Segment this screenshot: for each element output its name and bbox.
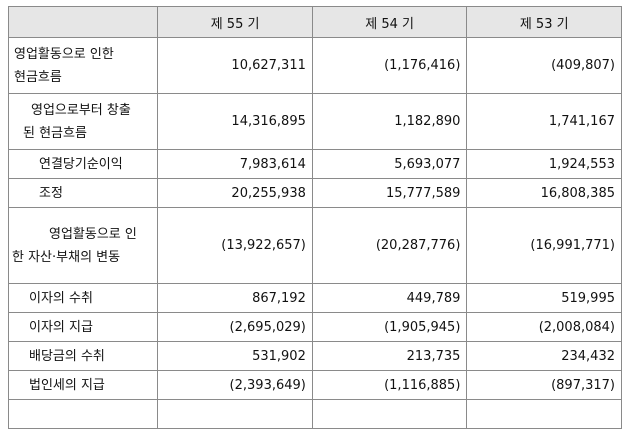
value-cell: (409,807) bbox=[466, 37, 622, 94]
row-label: 이자의 지급 bbox=[7, 312, 159, 342]
value-cell: (897,317) bbox=[466, 370, 622, 400]
header-label-cell bbox=[7, 6, 159, 38]
value-cell: 234,432 bbox=[466, 341, 622, 371]
row-label: 법인세의 지급 bbox=[7, 370, 159, 400]
value-cell: 449,789 bbox=[311, 283, 468, 313]
row-label: 배당금의 수취 bbox=[7, 341, 159, 371]
table-row: 영업활동으로 인한 현금흐름 10,627,311 (1,176,416) (40… bbox=[7, 37, 622, 94]
value-cell: 10,627,311 bbox=[157, 37, 313, 94]
row-label bbox=[7, 399, 159, 429]
value-cell: (16,991,771) bbox=[466, 207, 622, 284]
value-cell: 14,316,895 bbox=[157, 93, 313, 150]
value-cell: 867,192 bbox=[157, 283, 313, 313]
value-cell: (13,922,657) bbox=[157, 207, 313, 284]
value-cell: (20,287,776) bbox=[311, 207, 468, 284]
table-row: 조정 20,255,938 15,777,589 16,808,385 bbox=[7, 178, 622, 208]
value-cell: 5,693,077 bbox=[311, 149, 468, 179]
value-cell: 16,808,385 bbox=[466, 178, 622, 208]
cash-flow-table: 제 55 기 제 54 기 제 53 기 영업활동으로 인한 현금흐름 10,62… bbox=[7, 6, 622, 429]
value-cell: 7,983,614 bbox=[157, 149, 313, 179]
value-cell: 531,902 bbox=[157, 341, 313, 371]
row-label: 이자의 수취 bbox=[7, 283, 159, 313]
value-cell: 213,735 bbox=[311, 341, 468, 371]
table-row: 연결당기순이익 7,983,614 5,693,077 1,924,553 bbox=[7, 149, 622, 179]
table-row: 영업으로부터 창출 된 현금흐름 14,316,895 1,182,890 1,7… bbox=[7, 93, 622, 150]
row-label: 조정 bbox=[7, 178, 159, 208]
value-cell: (2,393,649) bbox=[157, 370, 313, 400]
value-cell: 519,995 bbox=[466, 283, 622, 313]
header-period-53: 제 53 기 bbox=[466, 6, 622, 38]
value-cell: 1,924,553 bbox=[466, 149, 622, 179]
value-cell: (1,176,416) bbox=[311, 37, 468, 94]
table-row bbox=[7, 399, 622, 429]
value-cell: 1,182,890 bbox=[311, 93, 468, 150]
row-label: 연결당기순이익 bbox=[7, 149, 159, 179]
header-row: 제 55 기 제 54 기 제 53 기 bbox=[7, 6, 622, 38]
table-row: 배당금의 수취 531,902 213,735 234,432 bbox=[7, 341, 622, 371]
row-label: 영업활동으로 인한 현금흐름 bbox=[7, 37, 159, 94]
table-row: 법인세의 지급 (2,393,649) (1,116,885) (897,317… bbox=[7, 370, 622, 400]
value-cell: (1,116,885) bbox=[311, 370, 468, 400]
value-cell bbox=[466, 399, 622, 429]
header-period-54: 제 54 기 bbox=[311, 6, 468, 38]
table-row: 이자의 수취 867,192 449,789 519,995 bbox=[7, 283, 622, 313]
value-cell: (2,008,084) bbox=[466, 312, 622, 342]
value-cell: (1,905,945) bbox=[311, 312, 468, 342]
value-cell bbox=[311, 399, 468, 429]
value-cell: (2,695,029) bbox=[157, 312, 313, 342]
header-period-55: 제 55 기 bbox=[157, 6, 313, 38]
value-cell: 1,741,167 bbox=[466, 93, 622, 150]
table-row: 이자의 지급 (2,695,029) (1,905,945) (2,008,08… bbox=[7, 312, 622, 342]
value-cell: 15,777,589 bbox=[311, 178, 468, 208]
value-cell bbox=[157, 399, 313, 429]
value-cell: 20,255,938 bbox=[157, 178, 313, 208]
row-label: 영업으로부터 창출 된 현금흐름 bbox=[7, 93, 159, 150]
